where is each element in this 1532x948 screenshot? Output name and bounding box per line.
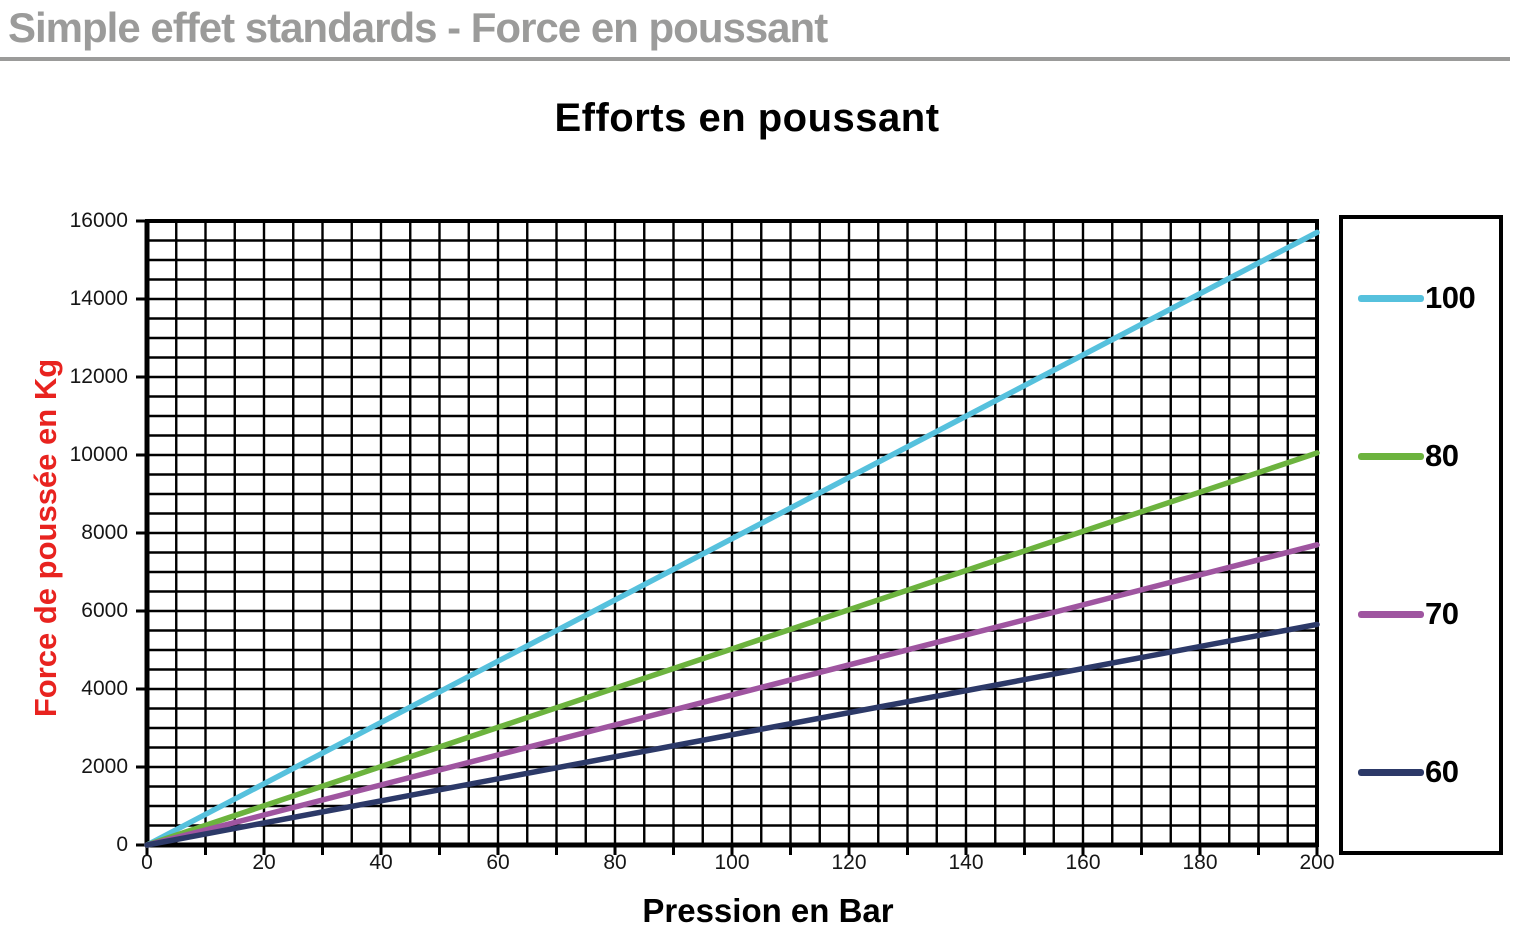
legend-line-swatch-70 (1358, 610, 1424, 618)
y-tick-label: 2000 (81, 755, 128, 778)
legend-item-60: 60 (1343, 752, 1499, 792)
series-line-60 (144, 621, 1320, 848)
x-axis-title: Pression en Bar (642, 892, 894, 929)
y-tick-label: 8000 (81, 521, 128, 544)
y-tick-label: 16000 (69, 209, 128, 232)
y-tick-label: 4000 (81, 677, 128, 700)
chart-title: Efforts en poussant (554, 96, 940, 140)
series-line-70 (144, 542, 1320, 848)
x-tick-label: 0 (141, 851, 153, 874)
legend-item-70: 70 (1343, 594, 1499, 634)
x-tick-label: 160 (1065, 851, 1101, 874)
plot-area (136, 219, 1320, 855)
x-tick-label: 200 (1299, 851, 1335, 874)
y-tick-label: 10000 (69, 443, 128, 466)
series-line-80 (144, 450, 1320, 848)
x-tick-label: 40 (369, 851, 393, 874)
x-tick-labels: 0 20 40 60 80 100 120 140 160 180 200 (141, 851, 1334, 877)
legend-line-swatch-60 (1358, 768, 1424, 776)
legend-line-swatch-80 (1358, 452, 1424, 460)
legend-label: 100 (1425, 280, 1476, 315)
legend-label: 70 (1425, 596, 1459, 631)
x-tick-label: 60 (486, 851, 510, 874)
y-tick-label: 6000 (81, 599, 128, 622)
y-tick-label: 12000 (69, 365, 128, 388)
legend-item-80: 80 (1343, 436, 1499, 476)
page-title: Simple effet standards - Force en poussa… (8, 4, 828, 51)
legend-label: 80 (1425, 438, 1459, 473)
y-tick-labels: 0 2000 4000 6000 8000 10000 12000 14000 16000 (30, 209, 128, 856)
legend-label: 60 (1425, 754, 1459, 789)
x-tick-label: 180 (1182, 851, 1218, 874)
legend-line-swatch-100 (1358, 294, 1424, 302)
x-tick-label: 120 (831, 851, 867, 874)
legend: 100 80 70 60 (1339, 215, 1503, 855)
y-tick-label: 0 (116, 833, 128, 856)
y-tick-label: 14000 (69, 287, 128, 310)
legend-item-100: 100 (1343, 278, 1499, 318)
x-tick-label: 80 (603, 851, 627, 874)
x-tick-label: 20 (252, 851, 276, 874)
header-rule (0, 57, 1510, 61)
series-line-100 (144, 229, 1320, 848)
x-tick-label: 100 (714, 851, 750, 874)
x-tick-label: 140 (948, 851, 984, 874)
